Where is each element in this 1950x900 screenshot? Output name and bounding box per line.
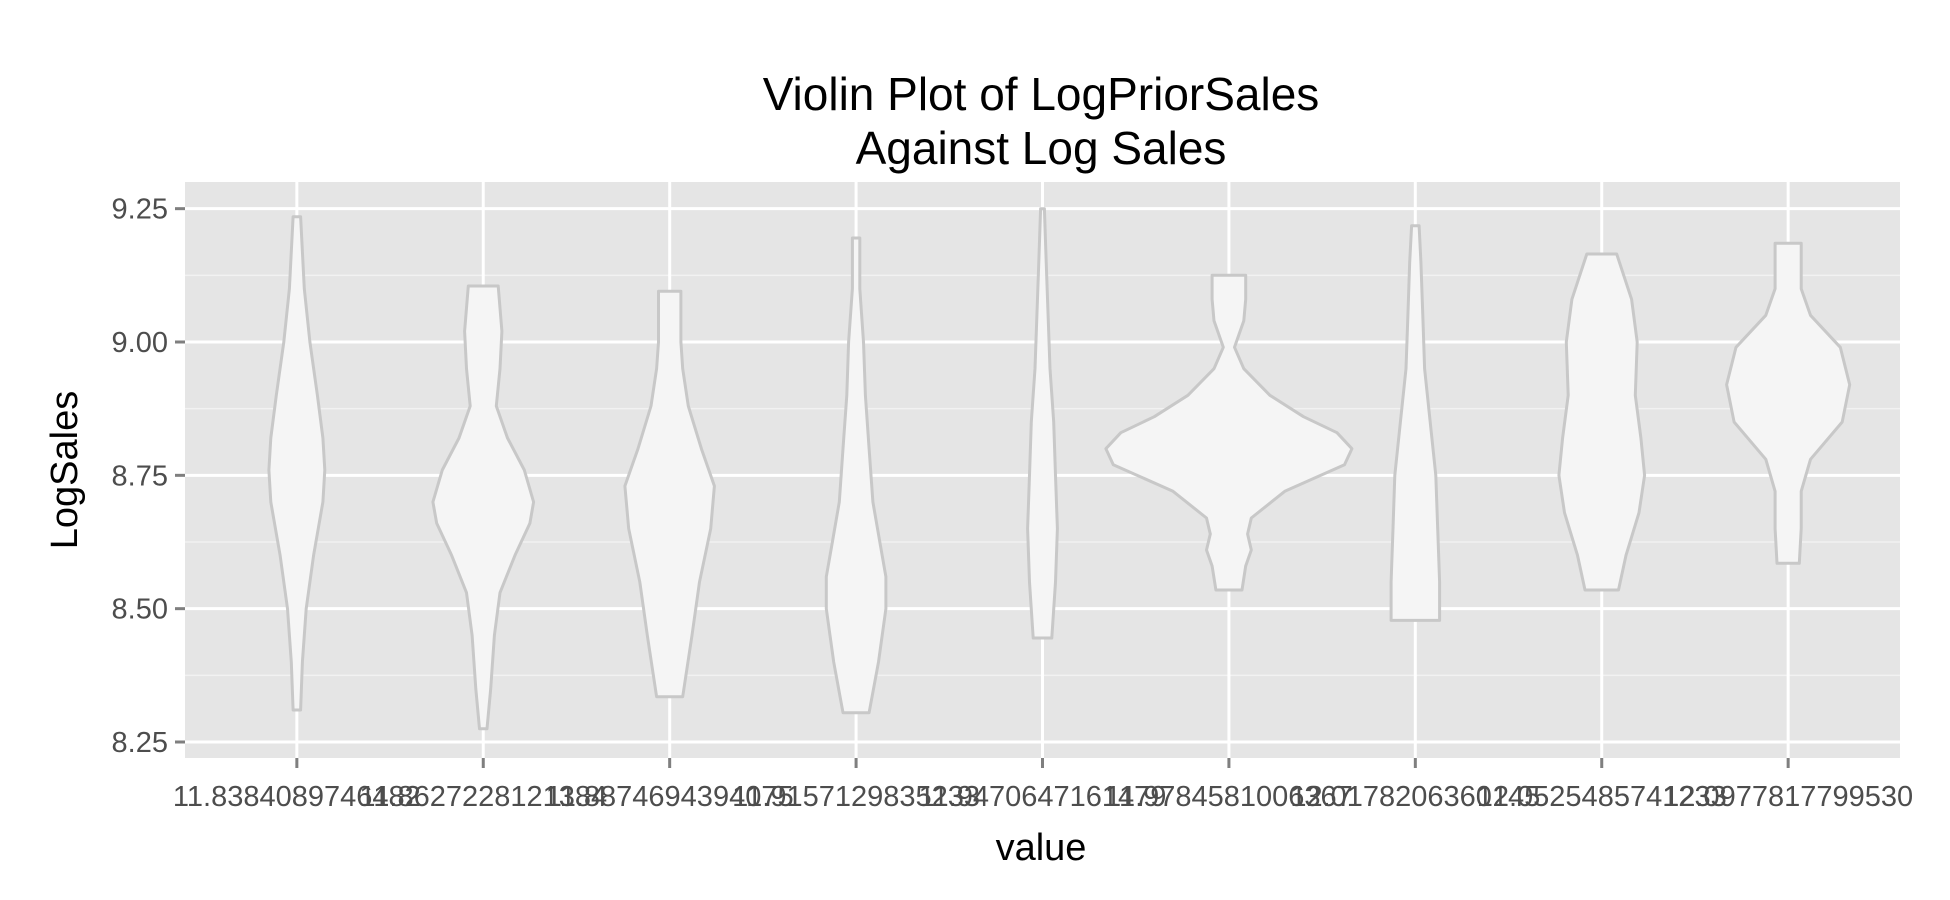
violin-shape — [267, 215, 327, 712]
y-tick-label: 8.25 — [112, 727, 168, 759]
violin-shape — [1104, 273, 1354, 592]
violin-shape — [1725, 241, 1852, 565]
y-axis-title: LogSales — [44, 391, 86, 549]
x-tick-label: 11.8627228121384 — [359, 781, 607, 813]
x-tick-label: 11.8874694394075 — [546, 781, 794, 813]
y-tick-label: 9.25 — [112, 194, 168, 226]
violin-shape — [1557, 252, 1647, 592]
y-tick-label: 8.75 — [112, 460, 168, 492]
violin-shape — [1389, 224, 1442, 622]
x-axis: 11.838408974648211.862722812138411.88746… — [173, 758, 1913, 813]
x-tick-label: 12.0178206360145 — [1290, 781, 1540, 813]
y-axis: 8.25 8.50 8.75 9.00 9.25 — [112, 194, 185, 759]
x-tick-label: 12.0977817799530 — [1663, 781, 1913, 813]
violins — [267, 207, 1852, 731]
violin-shape — [431, 284, 536, 731]
violin-shape — [623, 289, 716, 699]
x-tick-label: 11.9157129835233 — [732, 781, 980, 813]
x-tick-label: 11.9784581006367 — [1105, 781, 1353, 813]
violin-shape — [824, 236, 888, 715]
chart-title-line-2: Against Log Sales — [856, 122, 1227, 174]
chart-title-line-1: Violin Plot of LogPriorSales — [763, 68, 1320, 120]
y-tick-label: 9.00 — [112, 327, 168, 359]
x-tick-label: 11.8384089746482 — [173, 781, 421, 813]
violin-shape — [1026, 207, 1059, 640]
x-tick-label: 12.0525485741233 — [1477, 781, 1727, 813]
x-tick-label: 11.9470647161479 — [919, 781, 1167, 813]
x-axis-title: value — [996, 827, 1087, 869]
y-tick-label: 8.50 — [112, 594, 168, 626]
